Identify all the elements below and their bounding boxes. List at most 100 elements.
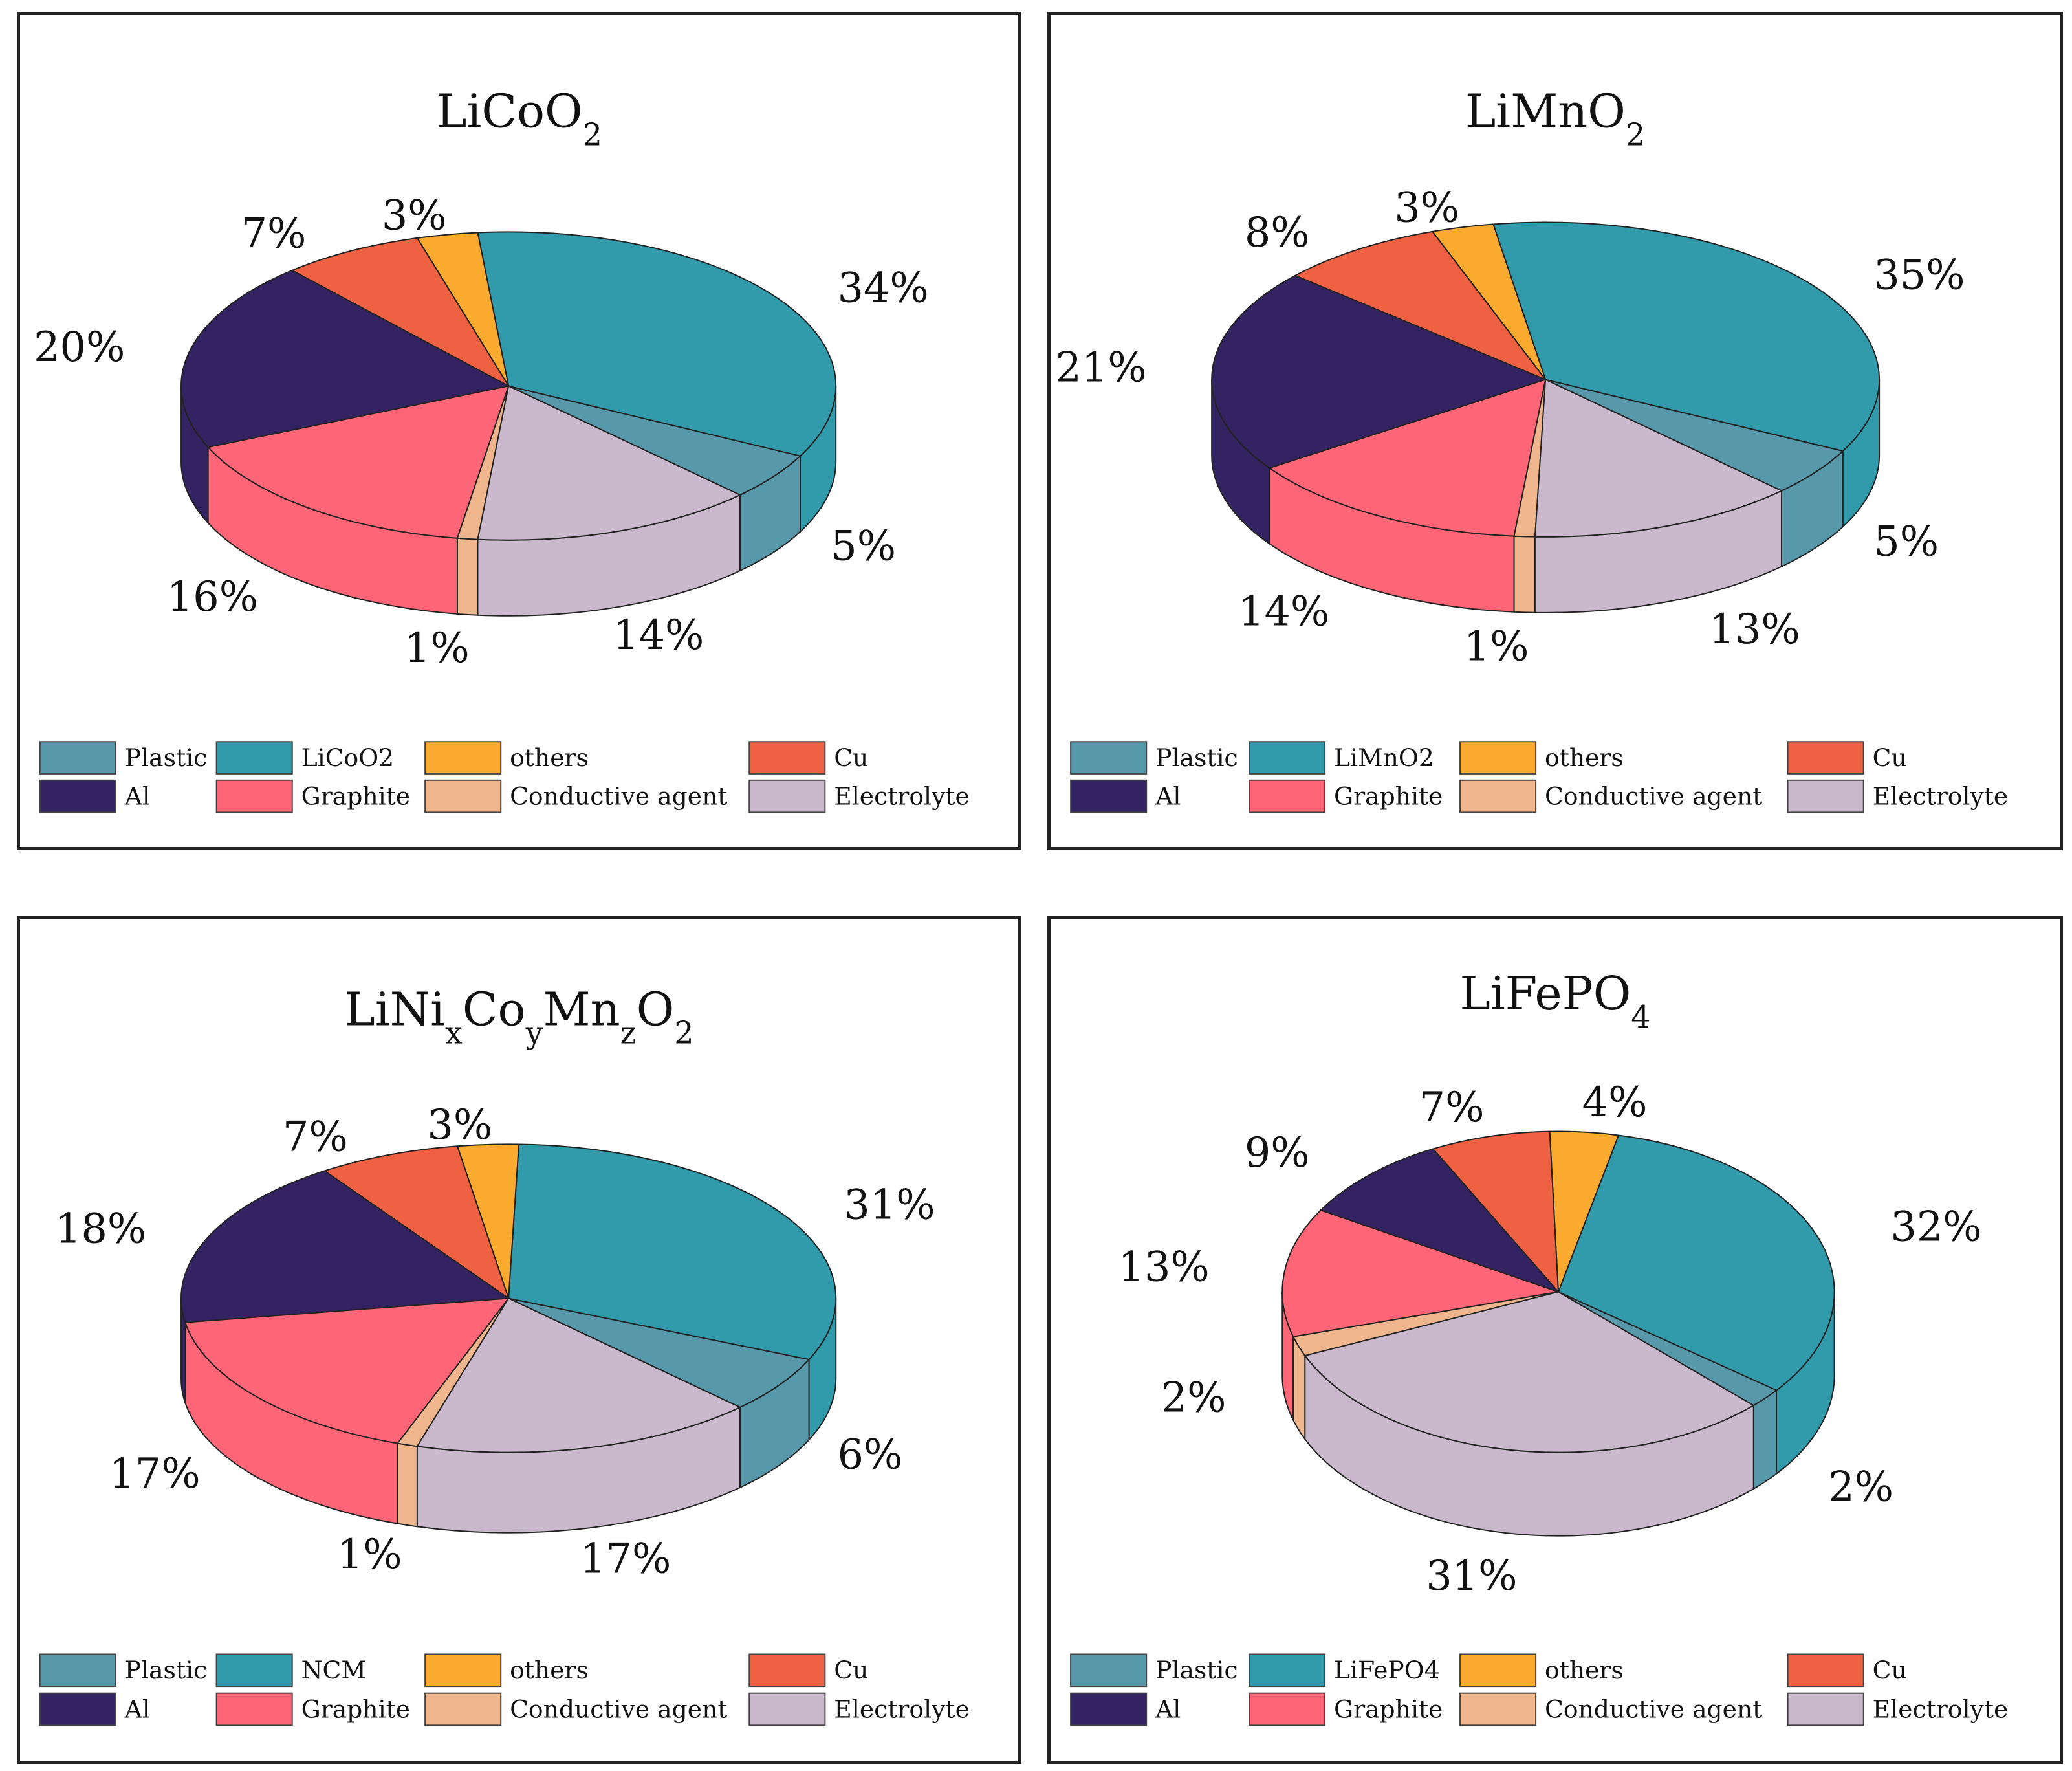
slice-cu xyxy=(1432,1130,1560,1294)
legend-label: others xyxy=(510,1656,589,1684)
legend-label: others xyxy=(1545,743,1624,772)
legend-label: Electrolyte xyxy=(1873,1695,2009,1723)
slice-label-graphite: 17% xyxy=(109,1449,201,1497)
legend-swatch xyxy=(1248,1653,1326,1688)
legend-label: Cu xyxy=(1873,743,1907,772)
pie-chart-panel-licoo2: LiCoO2 5% 34% 3% 7% 20% 16% 1% 14% Plastic LiCoO2 o… xyxy=(17,12,1021,850)
legend-item-conductive-agent: Conductive agent xyxy=(424,779,728,813)
legend-swatch xyxy=(1787,1653,1864,1688)
legend-item-limno2: LiMnO2 xyxy=(1249,741,1434,775)
legend-swatch xyxy=(424,741,502,775)
pie-chart-panel-ncm: LiNixCoyMnzO2 6% 31% 3% 7% 18% 17% 1% 17% Plastic… xyxy=(17,916,1021,1764)
slice-label-licoo2: 34% xyxy=(838,263,929,311)
legend-swatch xyxy=(1459,779,1537,813)
slice-electrolyte xyxy=(477,385,742,541)
legend-label: Conductive agent xyxy=(1545,782,1762,811)
legend-swatch xyxy=(39,779,116,813)
slice-label-conductive-agent: 1% xyxy=(1464,622,1529,670)
slice-al xyxy=(180,269,511,448)
legend-item-electrolyte: Electrolyte xyxy=(748,1692,970,1726)
slice-label-others: 3% xyxy=(382,191,447,239)
legend-swatch xyxy=(1787,741,1864,775)
chart-legend: Plastic LiMnO2 others Cu Al Graphite Conductiv… xyxy=(1070,741,2009,813)
slice-label-cu: 8% xyxy=(1245,208,1310,256)
legend-label: Electrolyte xyxy=(834,1695,970,1723)
chart-title: LiFePO4 xyxy=(1459,967,1650,1035)
legend-label: Plastic xyxy=(1155,1656,1238,1684)
legend-label: others xyxy=(1545,1656,1624,1684)
legend-swatch xyxy=(39,1653,116,1688)
slice-electrolyte xyxy=(416,1297,742,1453)
pie-chart-lifepo4: LiFePO4 2% 32% 4% 7% 9% 13% 2% 31% Plastic LiFePO4… xyxy=(1070,967,2009,1726)
legend-item-al: Al xyxy=(1070,779,1181,813)
legend-swatch xyxy=(1459,1653,1537,1688)
legend-label: Graphite xyxy=(1334,782,1443,811)
slice-cu xyxy=(1293,230,1548,381)
slice-wall-conductive-agent xyxy=(456,537,479,616)
slice-label-graphite: 14% xyxy=(1238,587,1329,635)
slice-label-plastic: 5% xyxy=(831,522,896,569)
legend-swatch xyxy=(1248,1692,1326,1726)
legend-label: Conductive agent xyxy=(510,782,727,811)
legend-item-al: Al xyxy=(1070,1692,1181,1726)
legend-label: Electrolyte xyxy=(1873,782,2009,811)
legend-item-ncm: NCM xyxy=(215,1653,366,1688)
legend-label: Al xyxy=(1155,1695,1181,1723)
slice-label-electrolyte: 14% xyxy=(613,611,704,659)
slice-label-lifepo4: 32% xyxy=(1890,1202,1981,1250)
legend-item-electrolyte: Electrolyte xyxy=(748,779,970,813)
legend-item-others: others xyxy=(424,1653,589,1688)
pie-chart-licoo2: LiCoO2 5% 34% 3% 7% 20% 16% 1% 14% Plastic LiCoO2 o… xyxy=(34,85,970,813)
legend-label: Plastic xyxy=(1155,743,1238,772)
slice-label-plastic: 6% xyxy=(838,1430,903,1478)
slice-label-al: 20% xyxy=(34,323,125,371)
slice-plastic xyxy=(1545,379,1844,492)
pie-chart-panel-lifepo4: LiFePO4 2% 32% 4% 7% 9% 13% 2% 31% Plastic LiFePO4… xyxy=(1047,916,2063,1764)
legend-swatch xyxy=(1459,741,1537,775)
slice-label-limno2: 35% xyxy=(1873,250,1965,298)
legend-item-plastic: Plastic xyxy=(39,741,207,775)
slice-label-plastic: 2% xyxy=(1828,1462,1893,1510)
slice-limno2 xyxy=(1492,221,1881,452)
legend-item-cu: Cu xyxy=(748,1653,868,1688)
pie-side-walls xyxy=(180,1298,837,1534)
chart-legend: Plastic LiFePO4 others Cu Al Graphite Conducti… xyxy=(1070,1653,2009,1726)
legend-swatch xyxy=(215,1692,293,1726)
legend-label: Al xyxy=(124,1695,150,1723)
slice-label-cu: 7% xyxy=(283,1112,348,1160)
slice-wall-plastic xyxy=(1752,1389,1778,1490)
slice-plastic xyxy=(508,1297,811,1409)
legend-swatch xyxy=(1070,779,1148,813)
chart-title: LiNixCoyMnzO2 xyxy=(344,983,693,1051)
slice-label-conductive-agent: 1% xyxy=(404,624,470,672)
legend-swatch xyxy=(1070,741,1148,775)
legend-label: Cu xyxy=(834,1656,868,1684)
legend-item-licoo2: LiCoO2 xyxy=(215,741,394,775)
legend-item-al: Al xyxy=(39,779,150,813)
legend-item-conductive-agent: Conductive agent xyxy=(1459,779,1762,813)
pie-top-faces xyxy=(1211,221,1881,538)
legend-swatch xyxy=(1249,741,1326,775)
legend-label: Conductive agent xyxy=(510,1695,727,1723)
slice-label-electrolyte: 17% xyxy=(580,1535,671,1583)
legend-label: Cu xyxy=(834,743,868,772)
legend-label: Graphite xyxy=(301,1695,411,1723)
legend-item-graphite: Graphite xyxy=(215,779,410,813)
legend-swatch xyxy=(748,1653,826,1688)
slice-label-conductive-agent: 2% xyxy=(1161,1373,1227,1421)
legend-swatch xyxy=(748,1692,826,1726)
slice-al xyxy=(180,1170,510,1323)
chart-legend: Plastic LiCoO2 others Cu Al Graphite Conductiv… xyxy=(39,741,970,813)
legend-item-cu: Cu xyxy=(1787,741,1907,775)
legend-swatch xyxy=(748,741,826,775)
legend-item-al: Al xyxy=(39,1692,150,1726)
legend-item-others: others xyxy=(424,741,589,775)
legend-swatch xyxy=(215,741,293,775)
slice-label-conductive-agent: 1% xyxy=(337,1530,402,1578)
legend-swatch xyxy=(424,779,502,813)
slice-label-others: 3% xyxy=(427,1101,492,1149)
legend-item-others: others xyxy=(1459,1653,1624,1688)
slice-label-others: 4% xyxy=(1582,1078,1648,1126)
legend-item-plastic: Plastic xyxy=(39,1653,207,1688)
legend-swatch xyxy=(1249,779,1326,813)
